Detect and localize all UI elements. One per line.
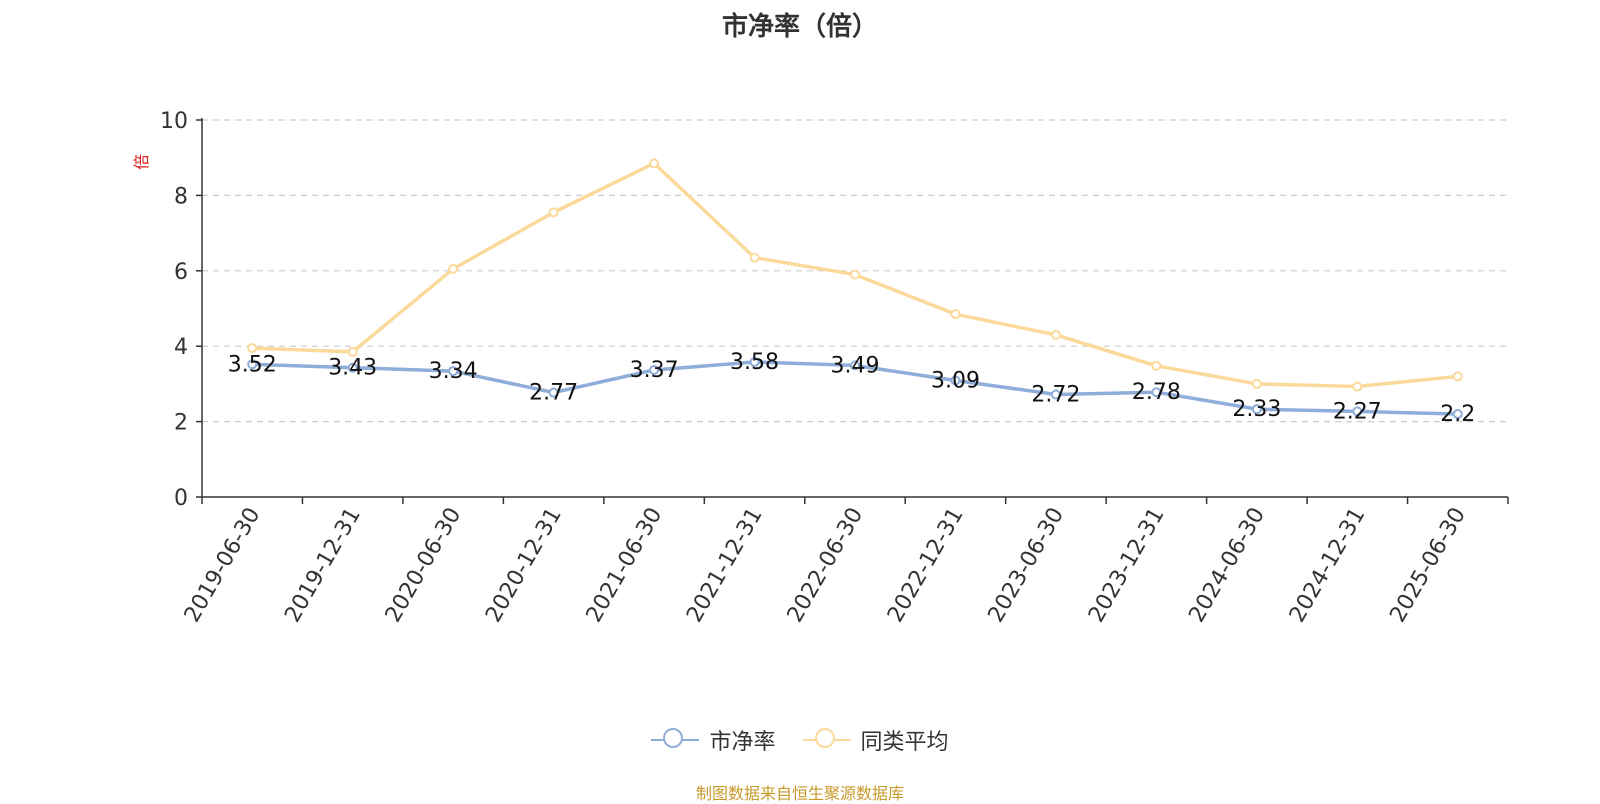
x-tick-label: 2020-06-30	[381, 503, 467, 626]
legend-marker-avg	[802, 728, 851, 748]
y-tick-label: 4	[174, 335, 188, 360]
y-tick-labels: 0 2 4 6 8 10	[160, 109, 188, 511]
legend-item-pb[interactable]: 市净率	[651, 724, 776, 756]
x-tick-label: 2022-12-31	[883, 504, 969, 627]
series-lines	[247, 158, 1463, 420]
data-point	[1352, 406, 1363, 417]
data-point	[448, 263, 459, 274]
data-label: 2.72	[1031, 382, 1080, 407]
data-label: 3.37	[630, 358, 679, 383]
legend-item-avg[interactable]: 同类平均	[802, 724, 949, 756]
data-point	[548, 387, 559, 398]
data-point	[950, 309, 961, 320]
x-tick-label: 2023-06-30	[984, 504, 1070, 627]
x-tick-label: 2019-06-30	[180, 504, 266, 627]
data-point	[247, 359, 258, 370]
y-tick-label: 6	[174, 260, 188, 285]
data-point	[1151, 387, 1162, 398]
x-tick-label: 2024-06-30	[1184, 504, 1270, 627]
x-tick-label: 2022-06-30	[783, 504, 869, 627]
y-tick-label: 10	[160, 109, 188, 134]
data-label: 2.77	[529, 381, 578, 406]
data-label: 3.09	[931, 369, 980, 394]
x-tick-label: 2019-12-31	[280, 504, 366, 627]
data-label: 2.27	[1333, 399, 1382, 424]
x-tick-label: 2024-12-31	[1285, 504, 1371, 627]
y-tick-label: 8	[174, 184, 188, 209]
axes	[196, 118, 1509, 504]
data-point	[1452, 371, 1463, 382]
data-label: 2.78	[1132, 380, 1181, 405]
data-point	[347, 362, 358, 373]
data-point	[247, 343, 258, 354]
y-tick-label: 2	[174, 411, 188, 436]
data-point	[950, 375, 961, 386]
x-tick-label: 2023-12-31	[1084, 504, 1170, 627]
x-tick-label: 2021-06-30	[582, 504, 668, 627]
x-tick-label: 2020-12-31	[481, 504, 567, 627]
data-labels: 3.52 3.43 3.34 2.77 3.37 3.58 3.49 3.09 2.72 2.78…	[228, 350, 1476, 427]
data-point	[850, 360, 860, 371]
x-tick-labels: 2019-06-30 2019-12-31 2020-06-30 2020-12-31…	[180, 503, 1471, 626]
x-tick-label: 2025-06-30	[1385, 504, 1471, 627]
data-source-note: 制图数据来自恒生聚源数据库	[695, 784, 904, 803]
data-point	[1050, 329, 1061, 340]
data-point	[1251, 404, 1262, 415]
y-tick-label: 0	[174, 486, 188, 511]
data-point	[649, 364, 660, 375]
data-point	[749, 252, 760, 263]
data-label: 3.43	[328, 356, 377, 381]
data-point	[1151, 360, 1162, 371]
x-tick-label: 2021-12-31	[682, 504, 768, 627]
data-point	[850, 269, 860, 280]
data-label: 3.49	[831, 353, 880, 378]
data-point	[749, 357, 760, 368]
legend: 市净率 同类平均	[0, 722, 1600, 756]
data-label: 3.34	[429, 359, 478, 384]
legend-label-pb: 市净率	[709, 730, 776, 755]
data-label: 3.58	[730, 350, 779, 375]
legend-label-avg: 同类平均	[860, 730, 949, 755]
legend-marker-pb	[651, 728, 700, 748]
data-point	[649, 158, 660, 169]
data-point	[1251, 378, 1262, 389]
data-label: 3.52	[228, 352, 277, 377]
data-point	[347, 346, 358, 357]
data-label: 2.2	[1440, 402, 1475, 427]
chart-title: 市净率（倍）	[721, 12, 878, 42]
data-label: 2.33	[1232, 397, 1281, 422]
data-point	[548, 207, 559, 218]
data-point	[1352, 381, 1363, 392]
data-point	[448, 366, 459, 377]
data-point	[1050, 389, 1061, 400]
data-point	[1452, 409, 1463, 420]
